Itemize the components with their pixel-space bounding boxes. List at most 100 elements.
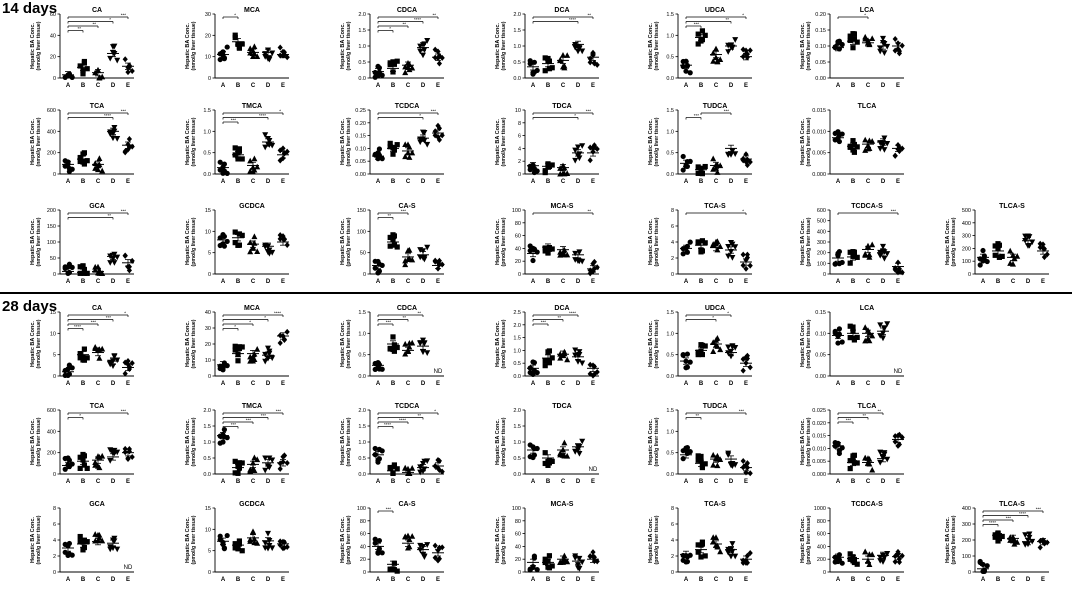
- y-axis-unit-s0-p0: (nmol/g liver tissue): [36, 21, 42, 70]
- y-tick-label-s1-p14-5: 100: [357, 506, 366, 512]
- x-tick-label-s0-p16-4: E: [744, 279, 748, 285]
- point-s1-p4-2-4: [713, 337, 719, 343]
- x-tick-label-s1-p2-0: A: [376, 381, 381, 387]
- y-tick-label-s0-p9-5: 10: [515, 108, 521, 114]
- point-s0-p17-4-3: [899, 269, 905, 276]
- section-label-28-days: 28 days: [2, 298, 58, 315]
- point-s1-p0-4-2: [122, 370, 128, 377]
- y-tick-label-s0-p8-2: 0.10: [355, 146, 366, 152]
- point-s1-p13-4-5: [281, 539, 287, 546]
- point-s0-p9-3-2: [572, 147, 579, 154]
- sig-star-s1-p18-1: ***: [1006, 516, 1012, 521]
- point-s0-p7-4-6: [277, 157, 283, 164]
- y-tick-label-s1-p18-0: 0: [968, 570, 971, 576]
- sig-star-s1-p7-3: ***: [276, 409, 282, 414]
- point-s1-p12-3-3: [114, 546, 121, 553]
- point-s0-p12-3-5: [111, 260, 118, 266]
- point-s0-p1-0-6: [217, 51, 223, 57]
- x-tick-label-s0-p1-3: D: [266, 83, 271, 89]
- y-tick-label-s1-p18-3: 300: [962, 522, 971, 528]
- panel-title-s1-p1: MCA: [244, 305, 260, 312]
- sig-star-s1-p7-0: ***: [231, 422, 237, 427]
- y-axis-label-s1-p6: Hepatic BA Conc.: [30, 419, 36, 465]
- y-axis-unit-s0-p13: (pmol/g liver tissue): [191, 217, 197, 266]
- sig-star-s0-p16-0: *: [742, 209, 744, 214]
- point-s1-p17-1-3: [854, 561, 860, 567]
- y-axis-unit-s1-p5: (nmol/g liver tissue): [806, 319, 812, 368]
- point-s0-p1-0-3: [224, 44, 230, 50]
- x-tick-label-s0-p0-3: D: [111, 83, 116, 89]
- point-s1-p13-1-2: [232, 541, 238, 547]
- y-tick-label-s0-p17-3: 300: [817, 240, 826, 246]
- x-tick-label-s0-p10-4: E: [744, 179, 748, 185]
- sig-star-s1-p10-1: ***: [739, 409, 745, 414]
- point-s0-p18-1-4: [995, 241, 1001, 247]
- point-s0-p10-2-1: [714, 169, 721, 175]
- y-axis-label-s1-p10: Hepatic BA Conc.: [648, 419, 654, 465]
- point-s0-p11-1-4: [850, 138, 856, 144]
- point-s0-p9-4-2: [587, 144, 593, 151]
- y-tick-label-s0-p10-3: 1.5: [666, 108, 674, 114]
- x-tick-label-s1-p16-4: E: [744, 577, 748, 583]
- point-s1-p14-4-1: [436, 555, 442, 562]
- point-s1-p16-1-4: [698, 554, 704, 560]
- x-tick-label-s0-p3-1: B: [546, 83, 551, 89]
- x-tick-label-s0-p7-4: E: [281, 179, 285, 185]
- x-tick-label-s1-p5-1: B: [851, 381, 856, 387]
- y-tick-label-s0-p9-4: 8: [518, 121, 521, 127]
- y-tick-label-s1-p16-1: 2: [671, 554, 674, 560]
- point-s0-p2-0-5: [376, 65, 382, 71]
- point-s0-p15-0-6: [527, 243, 533, 249]
- y-tick-label-s0-p9-3: 6: [518, 134, 521, 140]
- x-tick-label-s0-p2-2: C: [406, 83, 411, 89]
- y-tick-label-s0-p17-5: 500: [817, 219, 826, 225]
- point-s0-p2-1-5: [391, 60, 397, 66]
- y-tick-label-s0-p13-1: 5: [208, 251, 211, 257]
- point-s1-p12-1-6: [77, 539, 83, 545]
- point-s1-p5-2-3: [869, 332, 876, 339]
- y-tick-label-s1-p16-0: 0: [671, 570, 674, 576]
- y-tick-label-s1-p10-0: 0.0: [666, 472, 674, 478]
- point-s1-p5-3-0: [880, 335, 886, 342]
- point-s0-p12-0-6: [62, 264, 68, 270]
- sig-star-s1-p6-0: *: [79, 413, 81, 418]
- y-axis-label-s1-p4: Hepatic BA Conc.: [648, 321, 654, 367]
- y-tick-label-s1-p6-3: 600: [47, 408, 56, 414]
- y-tick-label-s1-p9-2: 1.0: [513, 440, 521, 446]
- point-s0-p6-1-5: [81, 161, 87, 167]
- point-s0-p4-1-6: [695, 41, 701, 47]
- point-s1-p7-3-4: [265, 463, 271, 470]
- y-tick-label-s1-p1-3: 30: [205, 326, 211, 332]
- point-s0-p6-1-4: [80, 151, 86, 157]
- x-tick-label-s1-p8-1: B: [391, 479, 396, 485]
- point-s1-p7-4-6: [277, 460, 283, 467]
- point-s1-p8-2-5: [406, 470, 413, 476]
- point-s1-p15-3-5: [576, 565, 583, 572]
- y-tick-label-s0-p16-3: 6: [671, 224, 674, 230]
- x-tick-label-s0-p16-2: C: [714, 279, 719, 285]
- point-s0-p8-4-1: [436, 136, 442, 143]
- point-s1-p17-3-6: [877, 558, 884, 564]
- x-tick-label-s1-p12-3: D: [111, 577, 116, 583]
- point-s1-p6-1-5: [81, 462, 87, 468]
- nd-label-s1-p12-4: ND: [124, 565, 133, 571]
- panel-title-s0-p3: DCA: [554, 7, 569, 14]
- point-s1-p17-3-2: [877, 554, 884, 561]
- y-axis-label-s1-p14: Hepatic BA Conc.: [340, 517, 346, 563]
- point-s0-p14-4-1: [436, 261, 442, 268]
- point-s0-p1-1-5: [236, 45, 242, 51]
- y-tick-label-s1-p18-4: 400: [962, 506, 971, 512]
- sig-star-s0-p3-1: **: [587, 13, 591, 18]
- point-s1-p2-0-5: [376, 366, 382, 372]
- point-s1-p12-0-6: [62, 549, 68, 555]
- point-s0-p5-1-4: [850, 45, 856, 51]
- sig-star-s0-p17-0: ***: [891, 209, 897, 214]
- point-s1-p0-1-5: [81, 357, 87, 363]
- x-tick-label-s1-p9-3: D: [576, 479, 581, 485]
- point-s0-p15-1-5: [546, 246, 552, 252]
- panel-title-s0-p13: GCDCA: [239, 203, 265, 210]
- y-axis-unit-s1-p1: (nmol/g liver tissue): [191, 319, 197, 368]
- y-tick-label-s0-p3-0: 0.0: [513, 76, 521, 82]
- point-s1-p15-0-6: [527, 567, 533, 573]
- x-tick-label-s0-p10-0: A: [684, 179, 689, 185]
